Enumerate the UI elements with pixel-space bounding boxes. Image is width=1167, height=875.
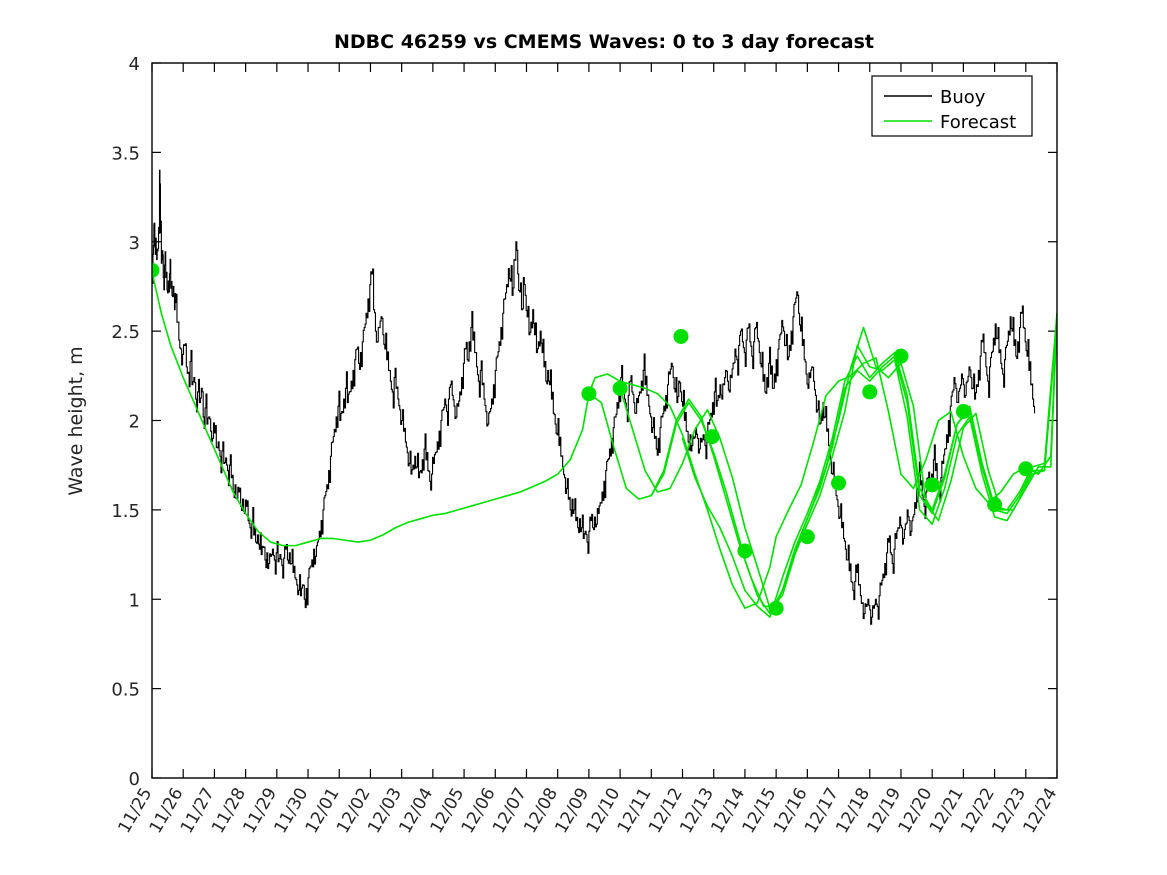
forecast-marker [737,543,753,559]
y-axis-ticks: 0 0.5 1 1.5 2 2.5 3 3.5 4 [111,54,1057,790]
buoy-line [152,169,1036,625]
y-tick-label: 1.5 [111,501,140,522]
forecast-marker [893,348,909,364]
forecast-run-3 [619,319,1057,609]
forecast-marker [673,328,689,344]
y-axis-label: Wave height, m [65,346,87,495]
plot-frame [151,62,1058,779]
y-tick-label: 2 [129,412,140,433]
forecast-run-4 [650,316,1057,608]
forecast-marker [987,497,1003,513]
forecast-marker [612,380,628,396]
forecast-marker [704,429,720,445]
forecast-marker [862,384,878,400]
legend-label-buoy: Buoy [940,87,986,108]
y-tick-label: 0.5 [111,680,140,701]
y-tick-label: 2.5 [111,322,140,343]
forecast-marker [831,475,847,491]
forecast-marker [768,600,784,616]
legend-label-forecast: Forecast [940,112,1016,133]
y-tick-label: 0 [129,769,140,790]
y-tick-label: 4 [129,54,140,75]
forecast-marker [924,477,940,493]
data-layer [152,169,1057,625]
forecast-series [152,271,1057,618]
forecast-marker [152,262,160,278]
legend-box [871,75,1033,137]
buoy-series [152,169,1036,625]
forecast-markers [152,262,1034,616]
forecast-marker [955,404,971,420]
y-tick-label: 3 [129,233,140,254]
forecast-marker [799,529,815,545]
y-tick-label: 3.5 [111,143,140,164]
forecast-marker [581,386,597,402]
forecast-run-1 [152,271,1057,609]
forecast-marker [1018,461,1034,477]
legend: Buoy Forecast [871,75,1033,137]
y-tick-label: 1 [129,590,140,611]
page-title: NDBC 46259 vs CMEMS Waves: 0 to 3 day fo… [334,31,874,53]
